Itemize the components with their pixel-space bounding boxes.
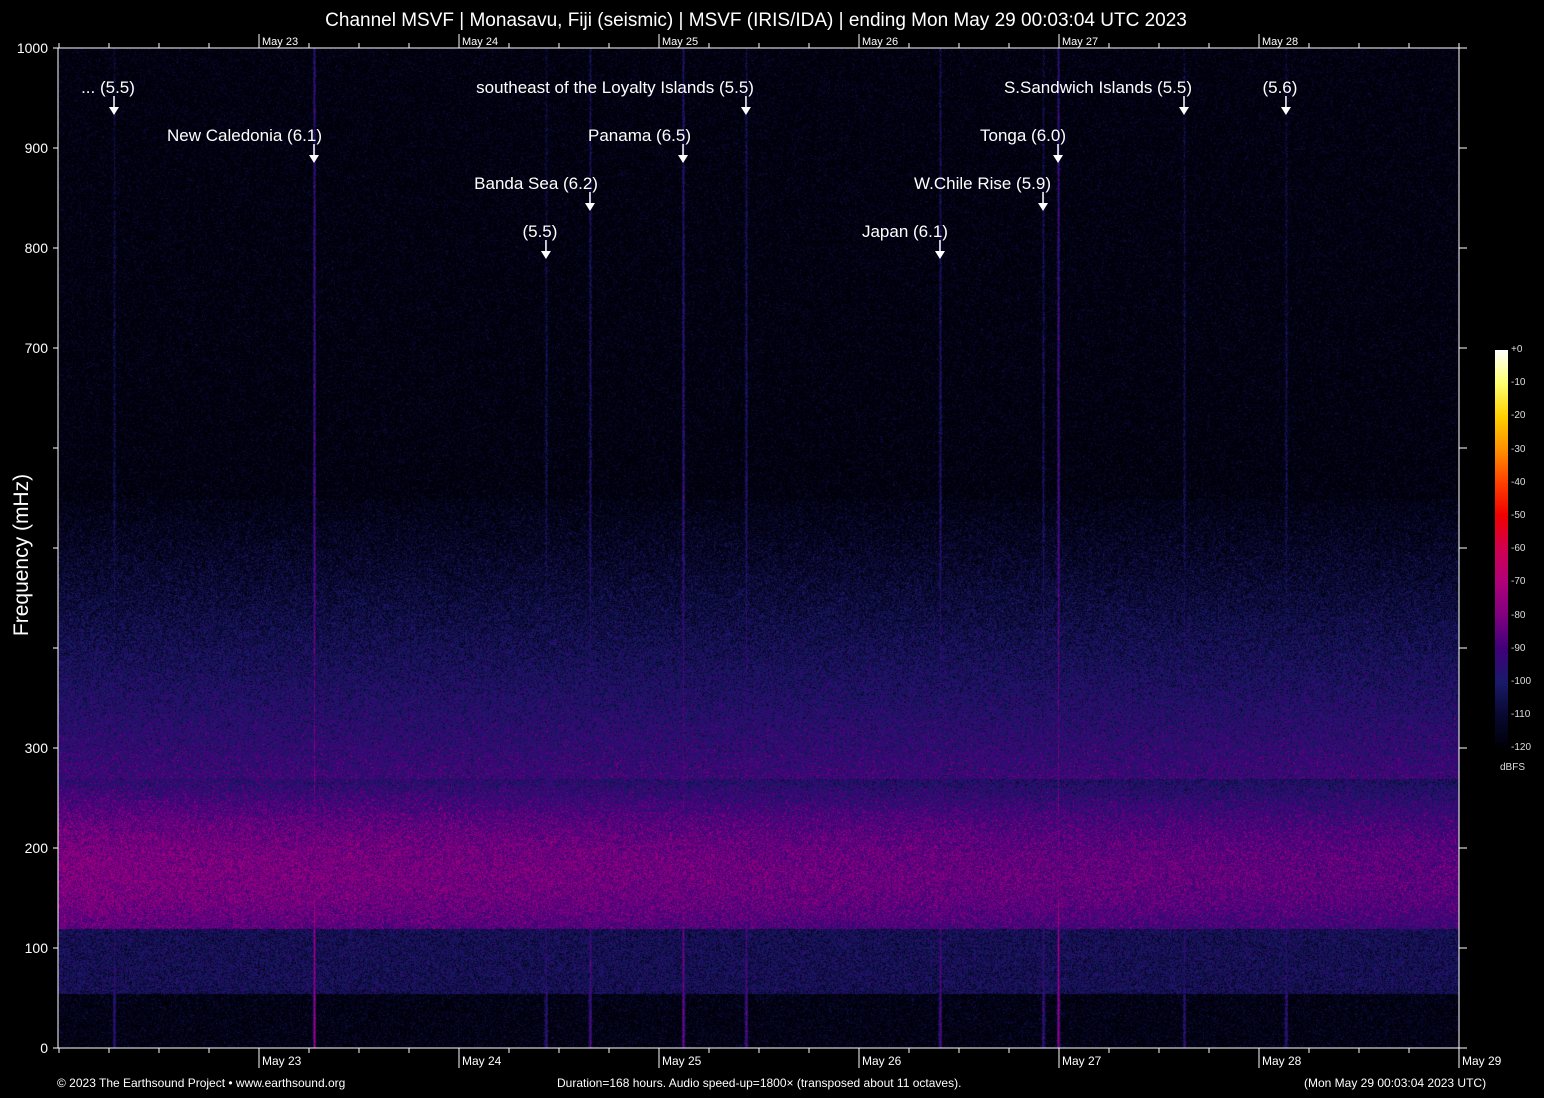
footer-copyright: © 2023 The Earthsound Project • www.eart…: [57, 1076, 345, 1090]
x-tick-label-top: May 27: [1062, 36, 1098, 48]
event-label: Japan (6.1): [862, 222, 948, 241]
event-arrow-icon: [935, 251, 945, 259]
x-tick-label: May 26: [862, 1054, 902, 1068]
plot-frame: [58, 48, 1459, 1048]
colorbar-tick-label: -100: [1511, 676, 1531, 687]
event-arrow-icon: [1179, 107, 1189, 115]
event-arrow-icon: [585, 203, 595, 211]
colorbar-tick-label: -120: [1511, 742, 1531, 753]
y-tick-label: 900: [25, 140, 49, 156]
colorbar-tick-label: +0: [1511, 344, 1522, 355]
event-label: ... (5.5): [81, 78, 135, 97]
event-label: (5.5): [522, 222, 557, 241]
event-arrow-icon: [741, 107, 751, 115]
event-label: Banda Sea (6.2): [474, 174, 598, 193]
x-tick-label: May 23: [262, 1054, 302, 1068]
event-label: (5.6): [1262, 78, 1297, 97]
colorbar-tick-label: -30: [1511, 444, 1525, 455]
colorbar-tick-label: -90: [1511, 643, 1525, 654]
colorbar-tick-label: -110: [1511, 709, 1530, 720]
x-tick-label-top: May 25: [662, 36, 698, 48]
colorbar: [1495, 350, 1508, 748]
x-tick-label: May 29: [1462, 1054, 1502, 1068]
event-arrow-icon: [1281, 107, 1291, 115]
x-tick-label: May 25: [662, 1054, 702, 1068]
x-tick-label: May 28: [1262, 1054, 1302, 1068]
event-arrow-icon: [541, 251, 551, 259]
event-label: southeast of the Loyalty Islands (5.5): [476, 78, 754, 97]
event-arrow-icon: [1038, 203, 1048, 211]
y-tick-label: 700: [25, 340, 49, 356]
event-label: Panama (6.5): [588, 126, 691, 145]
colorbar-unit: dBFS: [1500, 762, 1525, 773]
colorbar-tick-label: -50: [1511, 510, 1525, 521]
x-tick-label-top: May 28: [1262, 36, 1298, 48]
x-tick-label: May 27: [1062, 1054, 1102, 1068]
x-tick-label: May 24: [462, 1054, 502, 1068]
event-arrow-icon: [678, 155, 688, 163]
colorbar-tick-label: -70: [1511, 576, 1525, 587]
footer-end-time: (Mon May 29 00:03:04 2023 UTC): [1304, 1076, 1486, 1090]
y-tick-label: 100: [25, 940, 49, 956]
event-label: New Caledonia (6.1): [167, 126, 322, 145]
event-arrow-icon: [1053, 155, 1063, 163]
colorbar-tick-label: -40: [1511, 477, 1525, 488]
y-tick-label: 800: [25, 240, 49, 256]
x-tick-label-top: May 24: [462, 36, 498, 48]
colorbar-tick-label: -20: [1511, 410, 1525, 421]
x-tick-label-top: May 26: [862, 36, 898, 48]
event-label: W.Chile Rise (5.9): [914, 174, 1051, 193]
y-tick-label: 200: [25, 840, 49, 856]
event-label: Tonga (6.0): [980, 126, 1066, 145]
y-tick-label: 0: [40, 1040, 48, 1056]
event-arrow-icon: [109, 107, 119, 115]
y-tick-label: 300: [25, 740, 49, 756]
colorbar-tick-label: -10: [1511, 377, 1525, 388]
event-label: S.Sandwich Islands (5.5): [1004, 78, 1192, 97]
footer-info: Duration=168 hours. Audio speed-up=1800×…: [557, 1076, 961, 1090]
y-tick-label: 1000: [17, 40, 48, 56]
x-tick-label-top: May 23: [262, 36, 298, 48]
colorbar-tick-label: -60: [1511, 543, 1525, 554]
event-arrow-icon: [309, 155, 319, 163]
colorbar-tick-label: -80: [1511, 610, 1525, 621]
